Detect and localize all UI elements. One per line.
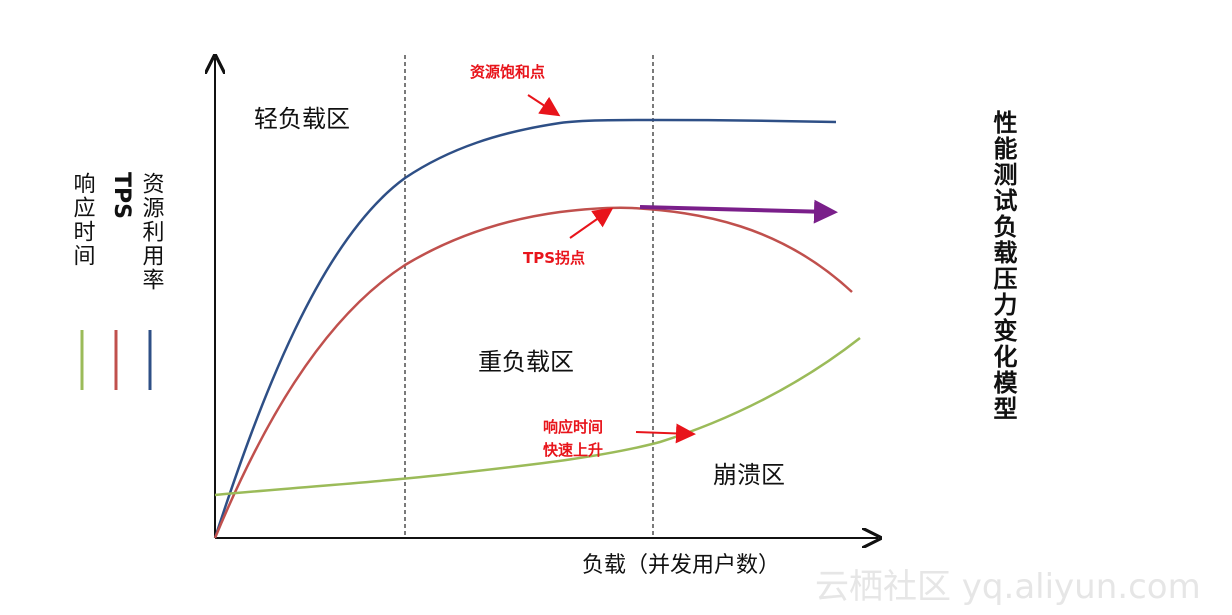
saturation-arrow bbox=[527, 94, 561, 117]
x-axis-label: 负载（并发用户数） bbox=[582, 553, 780, 578]
resource-utilization-curve bbox=[213, 118, 837, 539]
tps-turn-arrow bbox=[569, 207, 614, 239]
zone-light-label: 轻负载区 bbox=[254, 105, 350, 133]
saturation-label: 资源饱和点 bbox=[470, 63, 545, 81]
response-arrow bbox=[635, 423, 696, 444]
response-time-curve bbox=[214, 337, 861, 497]
zone-heavy-label: 重负载区 bbox=[478, 348, 574, 376]
zone-crash-label: 崩溃区 bbox=[713, 461, 785, 489]
response-label-line1: 响应时间 bbox=[543, 418, 603, 436]
legend-tps-label: TPS bbox=[109, 172, 134, 219]
legend-response-label: 响应时间 bbox=[70, 172, 96, 268]
diagram-title: 性能测试负载压力变化模型 bbox=[989, 110, 1017, 422]
tps-curve bbox=[213, 206, 853, 539]
tps-turn-label: TPS拐点 bbox=[523, 249, 585, 267]
legend-resource-label: 资源利用率 bbox=[139, 172, 165, 292]
tps-trend-arrow bbox=[639, 199, 838, 224]
response-label-line2: 快速上升 bbox=[543, 441, 603, 459]
watermark: 云栖社区 yq.aliyun.com bbox=[815, 567, 1201, 607]
